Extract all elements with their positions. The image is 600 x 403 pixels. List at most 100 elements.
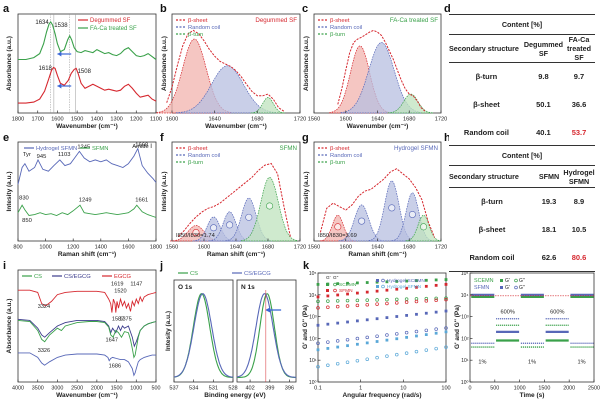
panel-k-data-point bbox=[444, 309, 448, 313]
panel-k-xtick-label: 10 bbox=[400, 386, 406, 392]
panel-k-ytick-label: 10⁰ bbox=[309, 380, 317, 386]
table-h-col2: Hydrogel SFMN bbox=[563, 165, 595, 188]
panel-f-legend-label: β-sheet bbox=[188, 146, 208, 152]
panel-k-data-point bbox=[434, 327, 438, 331]
panel-e-legend-label: SFMN bbox=[92, 146, 108, 152]
panel-l-legend-label: SCEMN bbox=[474, 278, 494, 284]
panel-k-legend-swatch bbox=[381, 284, 385, 289]
panel-f-legend-label: β-turn bbox=[188, 160, 203, 166]
panel-j-series-line bbox=[237, 293, 296, 378]
panel-k-data-point bbox=[375, 280, 379, 284]
panel-k-data-point bbox=[405, 279, 409, 283]
panel-k-data-point bbox=[345, 304, 350, 308]
panel-k-data-point bbox=[316, 323, 320, 327]
panel-f-ylabel: Intesity (a.u.) bbox=[161, 171, 168, 211]
panel-k-data-point bbox=[316, 348, 320, 352]
panel-e-annotation: 850 bbox=[22, 218, 32, 224]
panel-j-xtick-label: 396 bbox=[285, 386, 294, 392]
panel-k-data-point bbox=[385, 354, 389, 358]
panel-h-panel-letter: h bbox=[444, 132, 451, 144]
panel-k-data-point bbox=[415, 312, 418, 316]
panel-k-legend-header: G' bbox=[326, 275, 331, 280]
panel-i-xtick-label: 3000 bbox=[51, 386, 63, 392]
panel-k-data-point bbox=[424, 328, 429, 333]
table-d-row-label: β-sheet bbox=[473, 100, 500, 109]
panel-i-legend-label: CS/EGCG bbox=[64, 274, 91, 280]
panel-f-peak-marker bbox=[210, 224, 218, 232]
panel-j-xtick-label: 399 bbox=[265, 386, 274, 392]
panel-l-legend-label: G'' bbox=[519, 285, 525, 291]
panel-k-legend-header: G'' bbox=[333, 275, 338, 280]
panel-k-data-point bbox=[355, 342, 359, 346]
table-d-row-label: Random coil bbox=[449, 118, 524, 147]
panel-l-xtick-label: 2000 bbox=[563, 386, 575, 392]
panel-g-ratio: I850/I830=3.69 bbox=[318, 233, 357, 239]
panel-k-data-point bbox=[355, 358, 360, 363]
panel-k-xtick-label: 100 bbox=[441, 386, 450, 392]
panel-k-data-point bbox=[375, 298, 379, 302]
panel-k-data-point bbox=[326, 340, 330, 344]
panel-g-xlabel: Raman shift (cm⁻¹) bbox=[348, 251, 406, 258]
table-h-header-title: Content [%] bbox=[449, 145, 595, 166]
panel-g-peak-marker bbox=[420, 223, 428, 231]
panel-k-data-point bbox=[365, 281, 369, 284]
panel-k-data-point bbox=[444, 282, 448, 286]
panel-d-panel-letter: d bbox=[444, 3, 451, 15]
table-h-col1: SFMN bbox=[535, 165, 563, 188]
table-h-cell-highlight: 80.6 bbox=[563, 243, 595, 272]
panel-i-annotation: 1686 bbox=[109, 363, 121, 369]
panel-c-xtick-label: 1680 bbox=[403, 117, 415, 123]
panel-k-data-point bbox=[316, 295, 320, 299]
panel-b-panel-letter: b bbox=[160, 3, 167, 15]
table-d-col2: FA-Ca treated SF bbox=[563, 34, 595, 63]
panel-k-data-point bbox=[346, 281, 349, 285]
panel-l-ytick-label: 10³ bbox=[461, 315, 469, 321]
panel-a-arrow-head bbox=[57, 51, 62, 57]
panel-j-arrow-head bbox=[265, 307, 271, 313]
panel-g-ylabel: Intesity (a.u.) bbox=[303, 171, 310, 211]
panel-l-strain-label: 1% bbox=[578, 360, 586, 366]
panel-k-data-point bbox=[355, 303, 360, 308]
panel-k-legend-swatch bbox=[333, 288, 337, 293]
panel-f-xtick-label: 1720 bbox=[294, 245, 306, 251]
panel-c-ylabel: Absorbance (a.u.) bbox=[303, 36, 310, 91]
panel-l-ytick-label: 10⁰ bbox=[461, 380, 469, 386]
panel-l-ylabel: G' and G'' (Pa) bbox=[454, 305, 461, 349]
panel-g-xtick-label: 1640 bbox=[371, 245, 383, 251]
panel-b-ylabel: Absorbance (a.u.) bbox=[161, 36, 168, 91]
panel-k-data-point bbox=[326, 305, 330, 310]
panel-k-legend-swatch bbox=[326, 283, 329, 286]
panel-k-data-point bbox=[424, 311, 428, 315]
panel-k-data-point bbox=[316, 341, 320, 345]
table-d-cell-highlight: 53.7 bbox=[563, 118, 595, 147]
panel-a-annotation: 1618 bbox=[39, 66, 53, 72]
panel-f-peak-marker bbox=[266, 202, 274, 210]
panel-k-data-point bbox=[414, 299, 419, 304]
panel-l-legend-label: G' bbox=[505, 278, 510, 284]
panel-k-data-point bbox=[346, 344, 349, 348]
panel-l-xtick-label: 1000 bbox=[514, 386, 526, 392]
panel-k-data-point bbox=[336, 293, 340, 297]
panel-k-data-point bbox=[385, 301, 389, 306]
panel-k-data-point bbox=[355, 336, 360, 341]
panel-a-arrow-head bbox=[57, 83, 62, 89]
panel-k-data-point bbox=[405, 286, 409, 290]
panel-k-xtick-label: 0.1 bbox=[314, 386, 322, 392]
panel-b-legend-label: β-sheet bbox=[188, 18, 208, 24]
panel-k-data-point bbox=[365, 298, 369, 302]
panel-k-ytick-label: 10⁴ bbox=[309, 293, 317, 299]
panel-k-data-point bbox=[345, 298, 350, 303]
panel-k-data-point bbox=[355, 298, 360, 303]
panel-k-frame bbox=[317, 272, 447, 383]
panel-i-annotation: 1647 bbox=[106, 338, 118, 344]
panel-i-legend-label: EGCG bbox=[114, 274, 132, 280]
panel-k-legend-label: Hydrogel SFMN bbox=[387, 284, 422, 290]
panel-i-xtick-label: 4000 bbox=[12, 386, 24, 392]
panel-k-data-point bbox=[375, 317, 379, 321]
panel-e-xtick-label: 1000 bbox=[39, 245, 51, 251]
table-h-cell: 18.1 bbox=[541, 225, 557, 234]
panel-k-data-point bbox=[444, 296, 448, 300]
panel-g-peak-marker bbox=[408, 210, 416, 218]
panel-e-panel-letter: e bbox=[3, 132, 9, 144]
panel-i-xtick-label: 500 bbox=[152, 386, 161, 392]
